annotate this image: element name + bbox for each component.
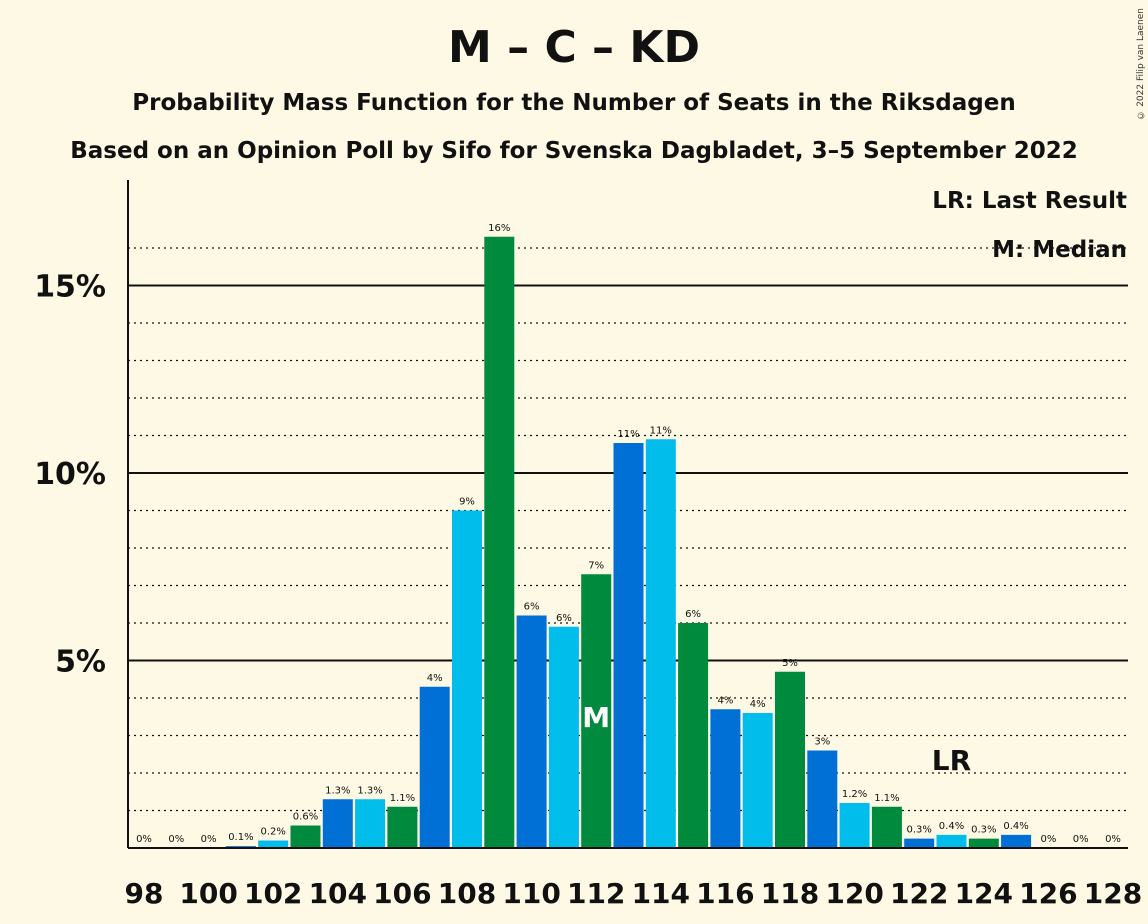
axes: 5% 10% 15% 98 100 102 104 106 108 110 112 114 116 118…: [34, 180, 1142, 910]
bar-seat-123: [936, 834, 967, 848]
bar-seat-108: [452, 510, 482, 848]
x-tick-label: 122: [890, 877, 948, 910]
bar-seat-117: [742, 713, 773, 848]
chart-title: M – C – KD: [448, 22, 700, 73]
x-tick-label: 114: [632, 877, 690, 910]
data-label: 5%: [782, 658, 798, 669]
legend-median: M: Median: [992, 237, 1127, 263]
data-label: 0%: [1105, 834, 1121, 845]
data-label: 0.4%: [1003, 821, 1028, 832]
data-label: 4%: [717, 695, 733, 706]
bar-seat-121: [871, 806, 902, 848]
x-tick-label: 110: [502, 877, 560, 910]
data-label: 0%: [201, 834, 217, 845]
data-label: 1.1%: [874, 793, 899, 804]
x-tick-label: 124: [955, 877, 1013, 910]
data-label: 4%: [750, 699, 766, 710]
x-tick-label: 120: [825, 877, 883, 910]
chart-source-subtitle: Based on an Opinion Poll by Sifo for Sve…: [70, 138, 1078, 164]
data-label: 11%: [650, 425, 672, 436]
data-label: 0.3%: [971, 825, 996, 836]
data-label: 7%: [588, 560, 604, 571]
bar-seat-122: [904, 838, 935, 848]
data-label: 0.4%: [939, 821, 964, 832]
bar-seat-110: [516, 615, 547, 848]
data-label: 0.6%: [293, 812, 318, 823]
bar-seat-124: [968, 838, 999, 848]
data-label: 0%: [168, 834, 184, 845]
x-tick-label: 108: [438, 877, 496, 910]
x-tick-label: 128: [1084, 877, 1142, 910]
bar-seat-105: [355, 799, 386, 848]
data-label: 3%: [814, 737, 830, 748]
data-label: 16%: [488, 223, 510, 234]
y-tick-label: 10%: [34, 457, 106, 492]
bar-seat-125: [1001, 834, 1032, 848]
bar-seat-116: [710, 709, 741, 848]
y-tick-label: 5%: [55, 645, 106, 680]
bar-seat-109: [484, 236, 515, 848]
x-tick-label: 112: [567, 877, 625, 910]
data-label: 6%: [524, 602, 540, 613]
data-labels: 0% 0% 0% 0.1% 0.2% 0.6% 1.3% 1.3% 1.1% 4% 9% 16% 6% 6…: [136, 223, 1121, 845]
data-label: 0%: [1040, 834, 1056, 845]
data-label: 9%: [459, 497, 475, 508]
data-label: 1.3%: [325, 785, 350, 796]
bar-seat-107: [419, 686, 450, 848]
x-tick-label: 116: [696, 877, 754, 910]
data-label: 1.1%: [390, 793, 415, 804]
bar-seat-103: [290, 825, 321, 848]
data-label: 0%: [1073, 834, 1089, 845]
x-tick-label: 126: [1019, 877, 1077, 910]
y-tick-label: 15%: [34, 270, 106, 305]
bar-seat-102: [258, 840, 289, 848]
bar-seat-112: [581, 574, 612, 848]
data-label: 1.3%: [357, 785, 382, 796]
markers: M LR: [582, 701, 971, 777]
median-marker: M: [582, 701, 610, 734]
bar-seat-113: [613, 443, 644, 848]
bar-seat-115: [678, 623, 709, 848]
x-tick-label: 100: [179, 877, 237, 910]
data-label: 6%: [556, 613, 572, 624]
legend-last-result: LR: Last Result: [932, 188, 1127, 214]
x-tick-label: 102: [244, 877, 302, 910]
data-label: 0.3%: [906, 825, 931, 836]
bar-seat-106: [387, 806, 418, 848]
chart-subtitle: Probability Mass Function for the Number…: [132, 90, 1016, 116]
bar-seat-104: [322, 799, 353, 848]
bar-seat-118: [775, 671, 805, 848]
bar-seat-114: [645, 439, 676, 848]
data-label: 4%: [427, 673, 443, 684]
x-tick-label: 106: [373, 877, 431, 910]
bar-seat-120: [839, 803, 870, 848]
x-tick-label: 98: [125, 877, 164, 910]
data-label: 1.2%: [842, 789, 867, 800]
data-label: 11%: [617, 429, 639, 440]
x-tick-label: 118: [761, 877, 819, 910]
last-result-marker: LR: [932, 744, 971, 777]
data-label: 6%: [685, 609, 701, 620]
data-label: 0%: [136, 834, 152, 845]
bar-seat-111: [548, 626, 579, 848]
legend: LR: Last Result M: Median: [932, 188, 1127, 263]
x-tick-label: 104: [309, 877, 367, 910]
data-label: 0.2%: [260, 827, 285, 838]
bars: [225, 236, 1032, 848]
bar-seat-119: [807, 750, 838, 848]
data-label: 0.1%: [228, 832, 253, 843]
